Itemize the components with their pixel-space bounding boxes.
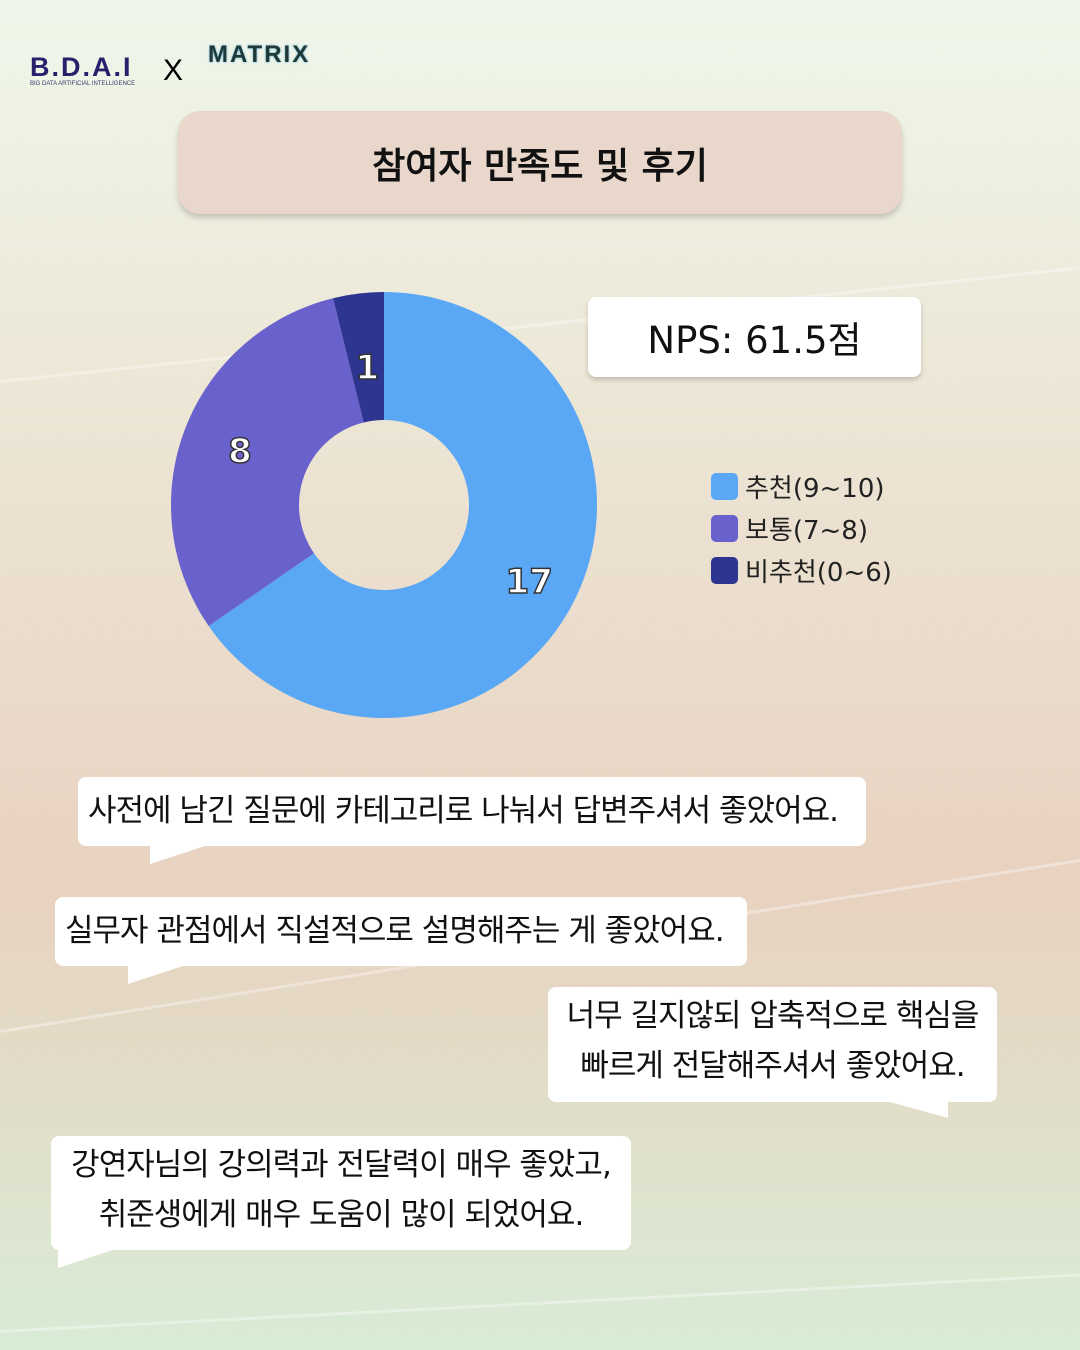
legend-swatch bbox=[711, 514, 738, 542]
bdai-logo-sub: BIG DATA ARTIFICIAL INTELLIGENCE bbox=[30, 81, 136, 87]
decor-streak bbox=[0, 1267, 1080, 1333]
bubble-tail bbox=[128, 966, 183, 984]
page-title: 참여자 만족도 및 후기 bbox=[178, 111, 902, 214]
chart-legend: 추천(9~10) 보통(7~8) 비추천(0~6) bbox=[711, 465, 892, 591]
review-bubble: 강연자님의 강의력과 전달력이 매우 좋았고, 취준생에게 매우 도움이 많이 되… bbox=[51, 1136, 631, 1250]
review-text: 너무 길지않되 압축적으로 핵심을 bbox=[566, 998, 980, 1034]
legend-swatch bbox=[711, 556, 738, 584]
donut-slice bbox=[333, 292, 384, 423]
legend-item: 추천(9~10) bbox=[711, 465, 892, 507]
legend-label: 비추천(0~6) bbox=[745, 557, 892, 588]
review-text: 실무자 관점에서 직설적으로 설명해주는 게 좋았어요. bbox=[65, 913, 725, 949]
bdai-logo: B.D.A.I BIG DATA ARTIFICIAL INTELLIGENCE bbox=[30, 52, 135, 87]
slice-value-label: 17 bbox=[506, 562, 553, 602]
review-text: 취준생에게 매우 도움이 많이 되었어요. bbox=[98, 1197, 585, 1233]
review-text: 사전에 남긴 질문에 카테고리로 나눠서 답변주셔서 좋았어요. bbox=[88, 793, 839, 829]
bubble-tail bbox=[890, 1102, 948, 1118]
legend-label: 추천(9~10) bbox=[745, 473, 885, 504]
review-bubble: 실무자 관점에서 직설적으로 설명해주는 게 좋았어요. bbox=[55, 897, 747, 966]
slice-value-label: 1 bbox=[355, 348, 379, 388]
slice-value-label: 8 bbox=[228, 431, 252, 471]
collab-separator: X bbox=[163, 54, 184, 87]
review-text: 강연자님의 강의력과 전달력이 매우 좋았고, bbox=[71, 1147, 612, 1183]
nps-score: NPS: 61.5점 bbox=[588, 297, 921, 377]
matrix-logo: MATRIX bbox=[208, 41, 311, 68]
legend-label: 보통(7~8) bbox=[745, 515, 868, 546]
donut-slice bbox=[208, 292, 597, 718]
review-text: 빠르게 전달해주셔서 좋았어요. bbox=[580, 1048, 965, 1084]
bubble-tail bbox=[58, 1250, 113, 1268]
review-bubble: 사전에 남긴 질문에 카테고리로 나눠서 답변주셔서 좋았어요. bbox=[78, 777, 866, 846]
legend-item: 비추천(0~6) bbox=[711, 549, 892, 591]
legend-swatch bbox=[711, 472, 738, 500]
donut-slice bbox=[170, 298, 364, 626]
bdai-logo-text: B.D.A.I bbox=[30, 52, 133, 82]
legend-item: 보통(7~8) bbox=[711, 507, 892, 549]
bubble-tail bbox=[150, 846, 205, 864]
